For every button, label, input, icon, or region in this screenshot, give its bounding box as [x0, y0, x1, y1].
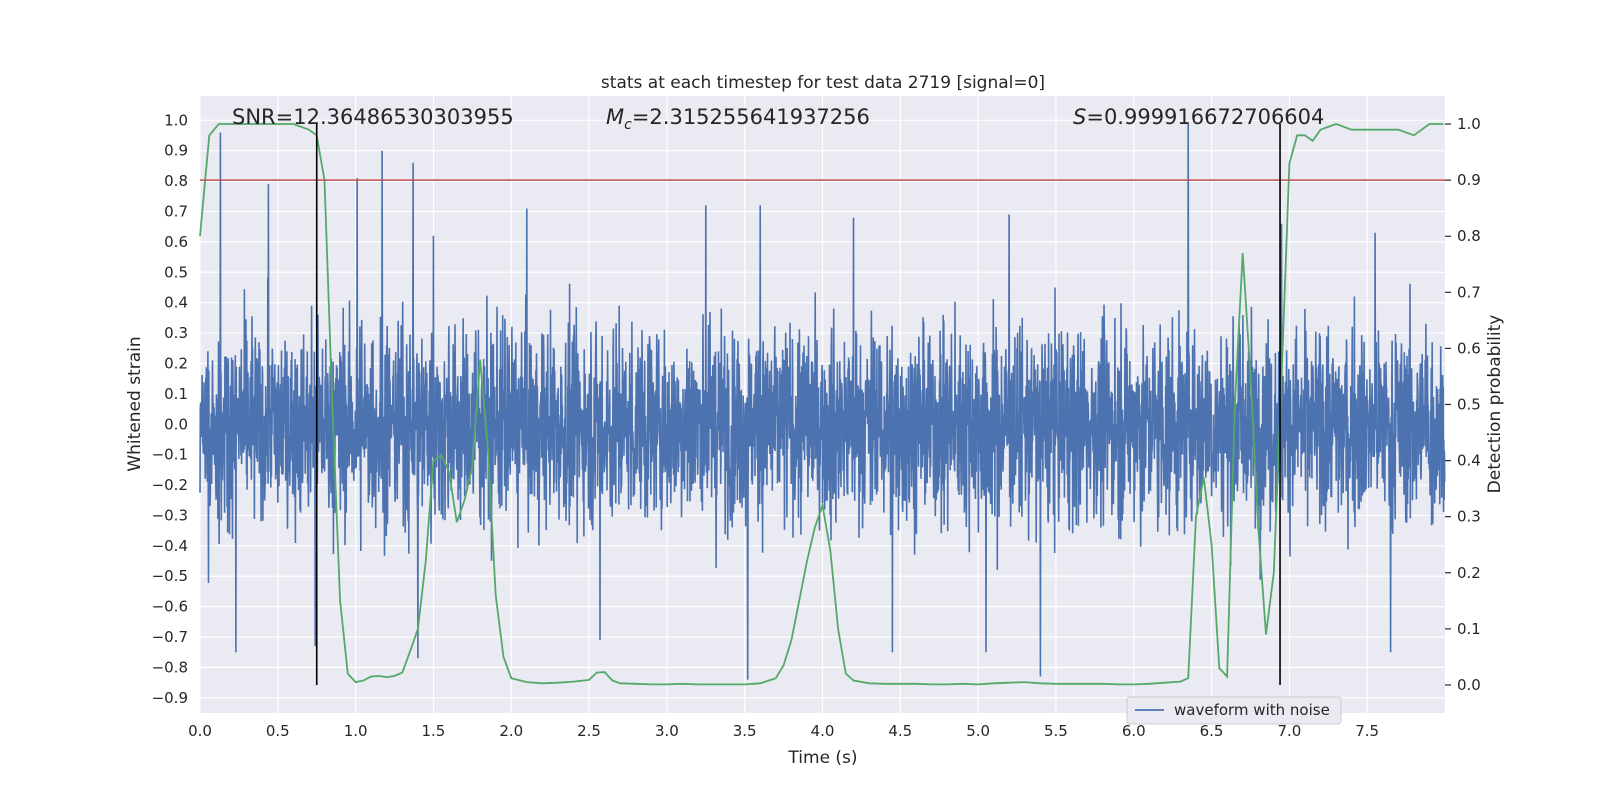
y-tick-label: 0.8 — [164, 172, 188, 190]
y-tick-label: −0.4 — [152, 537, 188, 555]
x-tick-label: 6.0 — [1122, 722, 1146, 740]
x-tick-label: 4.0 — [811, 722, 835, 740]
x-tick-label: 1.0 — [344, 722, 368, 740]
y2-tick-label: 1.0 — [1457, 115, 1481, 133]
overlay-layer — [199, 123, 1445, 686]
y-tick-label: 0.6 — [164, 233, 188, 251]
y-tick-label: −0.8 — [152, 658, 188, 676]
x-tick-label: 2.5 — [577, 722, 601, 740]
y2-tick-label: 0.3 — [1457, 508, 1481, 526]
y-tick-label: 0.2 — [164, 354, 188, 372]
y-tick-label: 0.5 — [164, 263, 188, 281]
y-tick-label: −0.1 — [152, 446, 188, 464]
chirp-mass-subscript: c — [624, 117, 632, 133]
y2-tick-label: 0.7 — [1457, 283, 1481, 301]
y-tick-label: −0.3 — [152, 506, 188, 524]
x-tick-label: 7.0 — [1277, 722, 1301, 740]
waveform-series — [199, 123, 1446, 680]
y-tick-label: 0.1 — [164, 385, 188, 403]
legend-frame — [1126, 696, 1342, 725]
score-annotation: S=0.999916672706604 — [1073, 105, 1324, 129]
chart-title: stats at each timestep for test data 271… — [601, 73, 1045, 93]
x-tick-label: 3.5 — [733, 722, 757, 740]
y-tick-label: 1.0 — [164, 111, 188, 129]
y2-tick-label: 0.8 — [1457, 227, 1481, 245]
y-tick-label: −0.7 — [152, 628, 188, 646]
y2-tick-label: 0.6 — [1457, 339, 1481, 357]
score-symbol: S — [1073, 105, 1086, 129]
chirp-mass-value: =2.315255641937256 — [632, 105, 870, 129]
y-tick-label: 0.4 — [164, 294, 188, 312]
y2-tick-label: 0.5 — [1457, 396, 1481, 414]
x-tick-label: 1.5 — [422, 722, 446, 740]
y2-tick-label: 0.9 — [1457, 171, 1481, 189]
x-tick-label: 2.0 — [499, 722, 523, 740]
y-tick-label: 0.7 — [164, 202, 188, 220]
x-tick-label: 5.5 — [1044, 722, 1068, 740]
y-axis-label: Whitened strain — [125, 336, 145, 471]
y2-tick-label: 0.1 — [1457, 620, 1481, 638]
x-tick-label: 0.5 — [266, 722, 290, 740]
x-tick-label: 3.0 — [655, 722, 679, 740]
x-axis-label: Time (s) — [787, 748, 857, 768]
y-tick-label: −0.2 — [152, 476, 188, 494]
y2-axis-label: Detection probability — [1485, 315, 1505, 494]
axes: 0.0 0.5 1.0 1.5 2.0 2.5 3.0 3.5 4.0 4.5 5.0 5.5 6.0 6… — [152, 111, 1481, 740]
y-tick-label: 0.0 — [164, 415, 188, 433]
series-layer — [199, 123, 1446, 680]
legend: waveform with noise — [1126, 696, 1342, 725]
x-tick-label: 6.5 — [1200, 722, 1224, 740]
y2-tick-label: 0.2 — [1457, 564, 1481, 582]
chirp-mass-annotation: Mc=2.315255641937256 — [606, 105, 870, 133]
y-tick-label: −0.5 — [152, 567, 188, 585]
score-value: =0.999916672706604 — [1086, 105, 1324, 129]
x-tick-label: 0.0 — [188, 722, 212, 740]
snr-annotation: SNR=12.36486530303955 — [232, 105, 514, 129]
y2-tick-label: 0.4 — [1457, 452, 1481, 470]
x-tick-label: 7.5 — [1355, 722, 1379, 740]
y-tick-label: 0.3 — [164, 324, 188, 342]
y2-tick-label: 0.0 — [1457, 676, 1481, 694]
y-tick-label: −0.6 — [152, 598, 188, 616]
y-tick-label: −0.9 — [152, 689, 188, 707]
x-tick-label: 4.5 — [888, 722, 912, 740]
x-tick-label: 5.0 — [966, 722, 990, 740]
y-tick-label: 0.9 — [164, 142, 188, 160]
chirp-mass-symbol: M — [606, 105, 624, 129]
legend-entry-label: waveform with noise — [1174, 701, 1330, 719]
detection-probability-series — [199, 123, 1444, 686]
